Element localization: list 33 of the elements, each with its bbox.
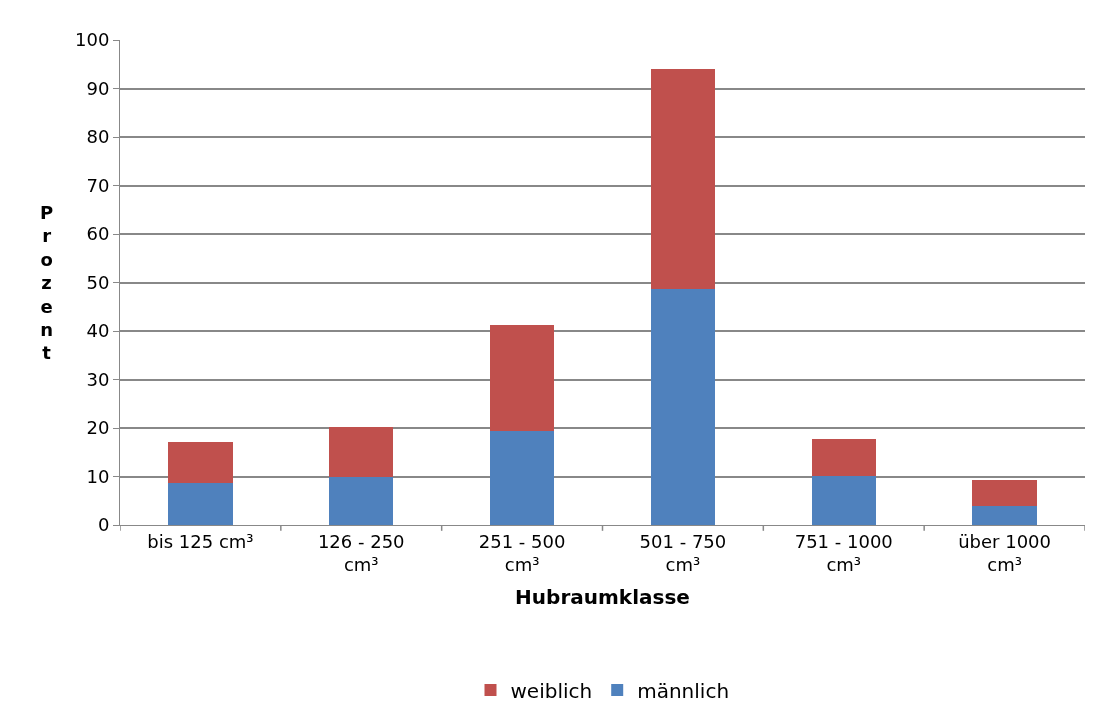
bar (650, 289, 716, 525)
legend-label: männlich (637, 678, 730, 703)
x-tick-label: über 1000 cm³ (958, 530, 1051, 575)
y-tick-label: 90 (86, 77, 110, 99)
x-tick-label: 501 - 750 cm³ (639, 530, 727, 575)
x-tick-label: bis 125 cm³ (147, 530, 254, 552)
x-axis-title: Hubraumklasse (515, 584, 690, 609)
bar (168, 483, 233, 525)
bar (489, 325, 555, 432)
bar (811, 475, 876, 525)
y-tick-label: 40 (86, 320, 110, 342)
bar (650, 68, 716, 290)
bar (489, 431, 555, 525)
y-tick-label: 70 (86, 174, 110, 196)
y-tick-label: 0 (97, 514, 110, 536)
y-axis-title: Prozent (40, 202, 54, 364)
y-tick-label: 30 (86, 368, 110, 390)
bar (972, 479, 1037, 507)
bar (168, 442, 233, 484)
x-tick-label: 126 - 250 cm³ (317, 530, 405, 575)
y-tick-label: 50 (86, 271, 110, 293)
y-tick-label: 100 (75, 29, 110, 51)
y-tick-label: 60 (86, 223, 110, 245)
bar (329, 426, 394, 477)
bar (329, 476, 394, 525)
bar (811, 438, 876, 476)
legend-label: weiblich (510, 678, 593, 703)
y-tick-label: 20 (86, 417, 110, 439)
x-tick-label: 751 - 1000 cm³ (794, 530, 893, 575)
x-tick-label: 251 - 500 cm³ (478, 530, 566, 575)
y-tick-label: 10 (86, 465, 110, 487)
bar (972, 506, 1037, 525)
y-tick-label: 80 (86, 126, 110, 148)
